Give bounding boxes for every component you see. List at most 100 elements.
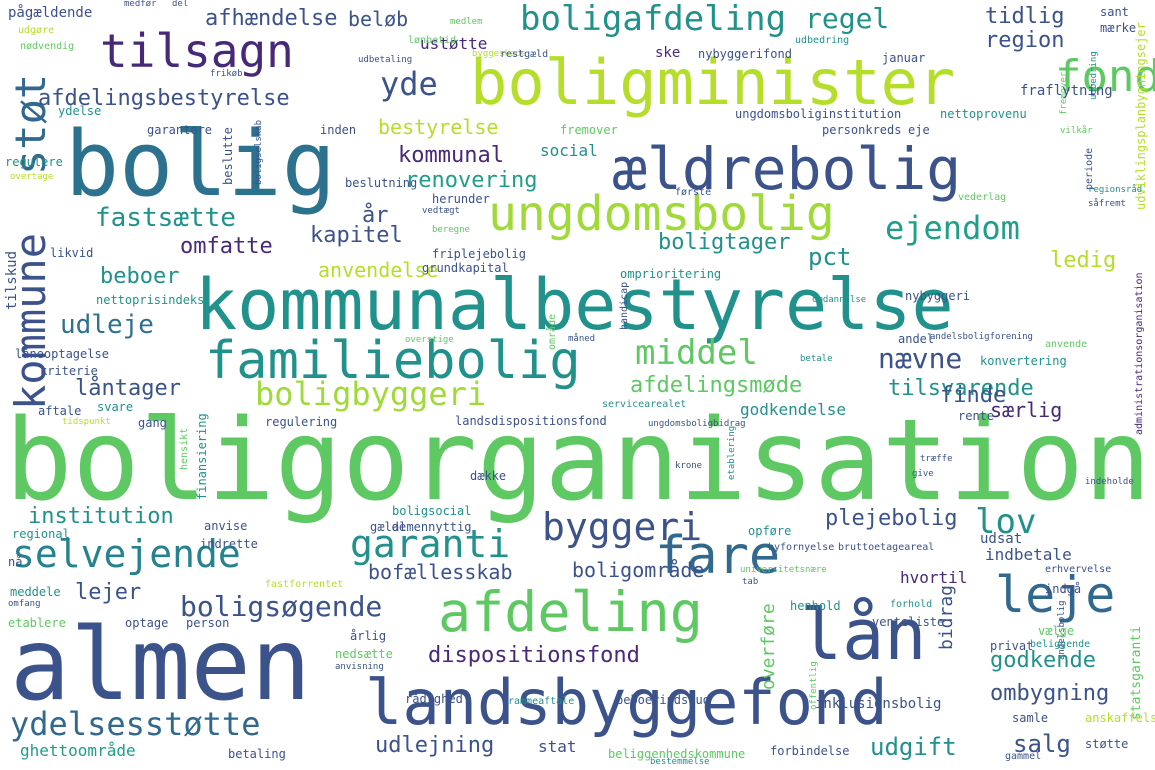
word: overtage xyxy=(10,172,54,182)
word: ske xyxy=(655,45,681,61)
word: pct xyxy=(808,243,852,271)
word: vilkår xyxy=(1060,126,1093,136)
word: stat xyxy=(538,737,577,756)
word: vederlag xyxy=(958,192,1007,203)
word: støtte xyxy=(1085,737,1129,751)
word: administrationsorganisation xyxy=(1134,272,1145,435)
word: udleje xyxy=(60,310,154,340)
word: overstige xyxy=(405,335,454,345)
word: grundkapital xyxy=(422,261,509,275)
word: betale xyxy=(800,354,833,364)
word: beboerindskud xyxy=(616,693,710,707)
word: meddele xyxy=(10,585,61,599)
word: årlig xyxy=(350,629,387,643)
word: vælge xyxy=(1038,624,1075,638)
word: beliggende xyxy=(1030,639,1091,650)
word: hvortil xyxy=(900,568,968,587)
word: herunder xyxy=(432,192,490,206)
word: universitetsnære xyxy=(740,565,827,575)
word: anskaffelsessum xyxy=(1085,711,1155,725)
word: etablering xyxy=(727,425,737,480)
word: overføre xyxy=(758,603,779,690)
word: kommunalbestyrelse xyxy=(195,264,954,346)
word: handicap xyxy=(619,281,630,330)
word: boligbyggeri xyxy=(255,375,487,413)
word: rådighed xyxy=(405,692,463,706)
word: beslutning xyxy=(345,176,418,190)
word: selvejende xyxy=(12,532,241,576)
word: afdelingsmøde xyxy=(630,373,803,398)
word: inklusionsbolig xyxy=(815,696,942,712)
word: eje xyxy=(908,123,930,137)
word: henhold xyxy=(790,599,841,613)
word: område xyxy=(547,313,558,350)
word: gang xyxy=(138,416,167,430)
word: ledig xyxy=(1050,248,1117,273)
word: omdannelse xyxy=(812,295,867,305)
word: samle xyxy=(1012,711,1049,725)
word: tab xyxy=(742,577,759,587)
word: låntager xyxy=(75,376,181,401)
word: yde xyxy=(380,65,438,103)
word: byfornyelse xyxy=(768,542,835,553)
word: bofællesskab xyxy=(368,560,513,584)
word: afdelingsbestyrelse xyxy=(38,86,290,111)
word: garantere xyxy=(147,123,213,137)
word: lønbetid xyxy=(408,35,457,46)
word: ældrebolig xyxy=(612,135,962,203)
word: beliggenhedskommune xyxy=(608,747,746,761)
word: lån xyxy=(800,594,927,676)
word: nettoprisindeks xyxy=(96,293,205,307)
word: svare xyxy=(97,400,134,414)
word: leje xyxy=(995,566,1116,624)
word: bolig xyxy=(65,112,336,217)
word: hensikt xyxy=(179,427,190,470)
word: social xyxy=(540,141,598,160)
word: tilskud xyxy=(4,250,20,310)
word: rammeaftale xyxy=(508,696,575,707)
word: træffe xyxy=(920,454,953,464)
word: landsbyggefond xyxy=(365,666,888,739)
word: andel xyxy=(898,332,935,346)
word: indbetale xyxy=(985,545,1072,564)
word: udviklingsplanbygningsejer xyxy=(1134,22,1148,210)
word: ydelse xyxy=(58,104,102,118)
word: bestyrelse xyxy=(378,115,499,139)
word: ungdomsboliginstitution xyxy=(735,107,902,121)
word: nedsætte xyxy=(335,647,393,661)
word: tidlig xyxy=(985,4,1065,29)
word: udgift xyxy=(870,733,957,761)
word: boligminister xyxy=(470,46,956,119)
word: byggeskade xyxy=(472,49,527,59)
word: person xyxy=(186,616,230,630)
word: mærke xyxy=(1100,21,1137,35)
word: lejer xyxy=(75,580,142,605)
word: omprioritering xyxy=(620,267,722,281)
word: fond xyxy=(1055,51,1155,102)
word: ydelsesstøtte xyxy=(10,705,261,743)
word: tilsvarende xyxy=(888,376,1034,401)
word: måned xyxy=(568,334,596,344)
word: vedtægt xyxy=(422,206,460,216)
word: regionsråd xyxy=(1088,185,1143,195)
word: nå xyxy=(8,555,23,569)
word: give xyxy=(912,469,934,479)
word: periode xyxy=(1084,147,1095,190)
word: ungdomsbolig xyxy=(488,186,835,242)
word: dække xyxy=(470,469,507,483)
word: ombygning xyxy=(990,681,1110,706)
word: servicearealet xyxy=(602,399,687,410)
word: bestemmelse xyxy=(650,757,710,767)
word: del xyxy=(172,0,189,9)
word: medfør xyxy=(124,0,157,9)
word: boligselskab xyxy=(254,119,264,185)
word: rente xyxy=(958,409,995,423)
word: låneoptagelse xyxy=(15,347,109,361)
word: almennyttig xyxy=(392,520,472,534)
word: tilsagn xyxy=(100,24,294,78)
word: ghettoområde xyxy=(20,741,136,760)
word: fastsætte xyxy=(95,203,236,233)
word: indgå xyxy=(1045,582,1082,596)
word: renovering xyxy=(405,168,538,193)
word: beslutte xyxy=(221,127,235,185)
